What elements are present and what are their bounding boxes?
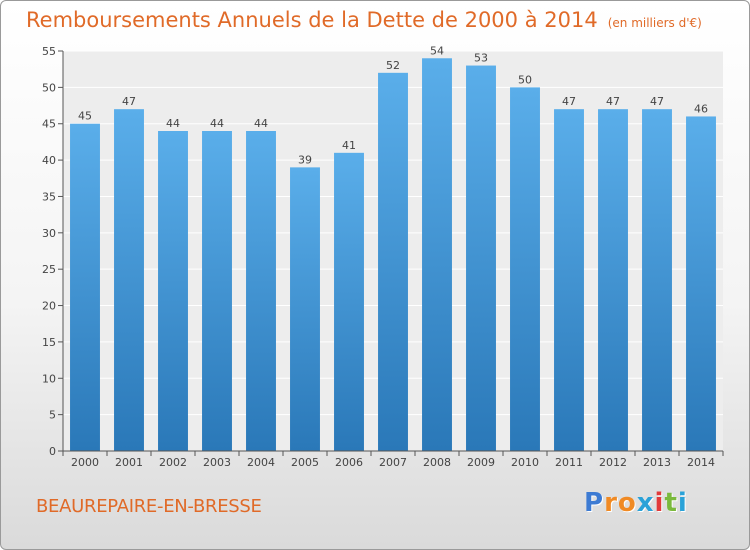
logo-letter: r [604,488,618,518]
bar [378,72,408,452]
y-tick-label: 40 [42,154,56,167]
bar [246,131,276,451]
x-tick-label: 2012 [599,456,627,469]
bar [202,131,232,451]
bar [114,109,144,451]
bar [70,123,100,452]
bar [466,65,496,451]
bar [598,109,628,451]
bar [642,109,672,451]
x-tick-label: 2014 [687,456,715,469]
data-label: 47 [122,95,136,108]
data-label: 50 [518,73,532,86]
data-label: 54 [430,44,444,57]
data-label: 41 [342,139,356,152]
chart-title: Remboursements Annuels de la Dette de 20… [26,8,702,32]
bar [422,58,452,451]
bar [510,87,540,451]
y-tick-label: 45 [42,118,56,131]
place-name: BEAUREPAIRE-EN-BRESSE [36,496,262,517]
y-tick-label: 50 [42,81,56,94]
x-tick-label: 2004 [247,456,275,469]
chart-subtitle: (en milliers d'€) [607,16,702,30]
logo-letter: P [584,488,605,518]
x-tick-label: 2009 [467,456,495,469]
axes: 0 5 10 15 20 25 30 35 40 45 50 55 2000 2001 2002 2003 20… [42,45,724,469]
y-tick-label: 20 [42,300,56,313]
logo-letter: o [617,488,637,518]
data-label: 47 [606,95,620,108]
x-tick-label: 2013 [643,456,671,469]
data-label: 47 [650,95,664,108]
bar [554,109,584,451]
x-tick-label: 2001 [115,456,143,469]
y-tick-label: 30 [42,227,56,240]
chart-title-text: Remboursements Annuels de la Dette de 20… [26,8,598,32]
data-label: 44 [210,117,224,130]
y-tick-label: 15 [42,336,56,349]
x-tick-label: 2002 [159,456,187,469]
logo-letter: i [654,488,665,518]
data-label: 52 [386,59,400,72]
y-tick-label: 10 [42,372,56,385]
x-tick-label: 2010 [511,456,539,469]
data-label: 45 [78,110,92,123]
data-label: 53 [474,52,488,65]
data-labels: 45 47 44 44 44 39 41 52 54 53 50 47 47 47 46 [78,44,708,166]
y-tick-label: 0 [49,445,56,458]
x-tick-label: 2011 [555,456,583,469]
proxiti-logo: Proxiti [584,488,688,518]
x-tick-label: 2007 [379,456,407,469]
bar [290,167,320,451]
bars [70,58,716,452]
y-tick-label: 55 [42,45,56,58]
x-tick-label: 2005 [291,456,319,469]
bar [334,152,364,451]
logo-letter: i [677,488,688,518]
y-tick-label: 25 [42,263,56,276]
logo-letter: t [664,488,678,518]
x-tick-label: 2008 [423,456,451,469]
bar [686,116,716,452]
data-label: 47 [562,95,576,108]
x-tick-label: 2006 [335,456,363,469]
x-tick-label: 2003 [203,456,231,469]
x-tick-label: 2000 [71,456,99,469]
logo-letter: x [636,488,655,518]
y-tick-label: 5 [49,409,56,422]
y-tick-label: 35 [42,190,56,203]
data-label: 44 [166,117,180,130]
data-label: 39 [298,153,312,166]
bar [158,131,188,451]
data-label: 46 [694,102,708,115]
data-label: 44 [254,117,268,130]
